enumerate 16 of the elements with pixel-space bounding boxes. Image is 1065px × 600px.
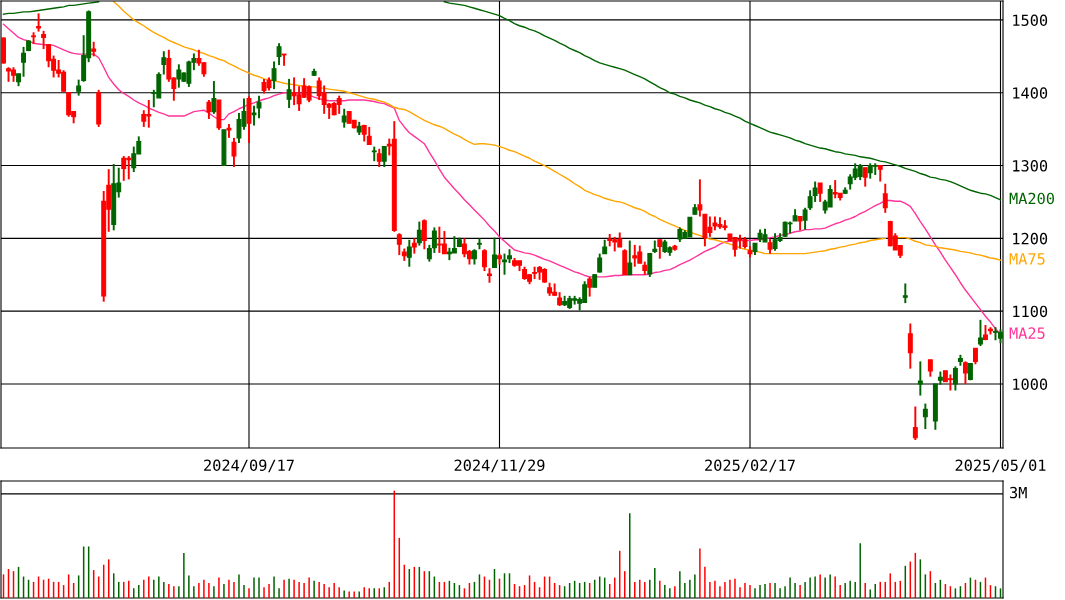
y-tick-label: 1300: [1013, 160, 1048, 172]
y-tick-label: 1500: [1013, 14, 1048, 26]
x-tick-label: 2024/11/29: [454, 459, 545, 473]
x-tick-label: 2025/05/01: [955, 459, 1046, 473]
y-tick-label: 1200: [1013, 232, 1048, 245]
y-tick-label: 1400: [1013, 87, 1048, 99]
series-label: MA200: [1009, 192, 1055, 205]
y-tick-label: 1100: [1013, 305, 1048, 318]
series-label: MA75: [1009, 253, 1045, 265]
ref-line-label: 3M: [1010, 486, 1027, 499]
x-tick-label: 2024/09/17: [204, 459, 294, 473]
candlestick: [281, 53, 287, 67]
series-label: MA25: [1009, 327, 1045, 339]
y-tick-label: 1000: [1013, 378, 1048, 390]
x-tick-label: 2025/02/17: [705, 459, 795, 473]
candlestick: [226, 123, 232, 139]
